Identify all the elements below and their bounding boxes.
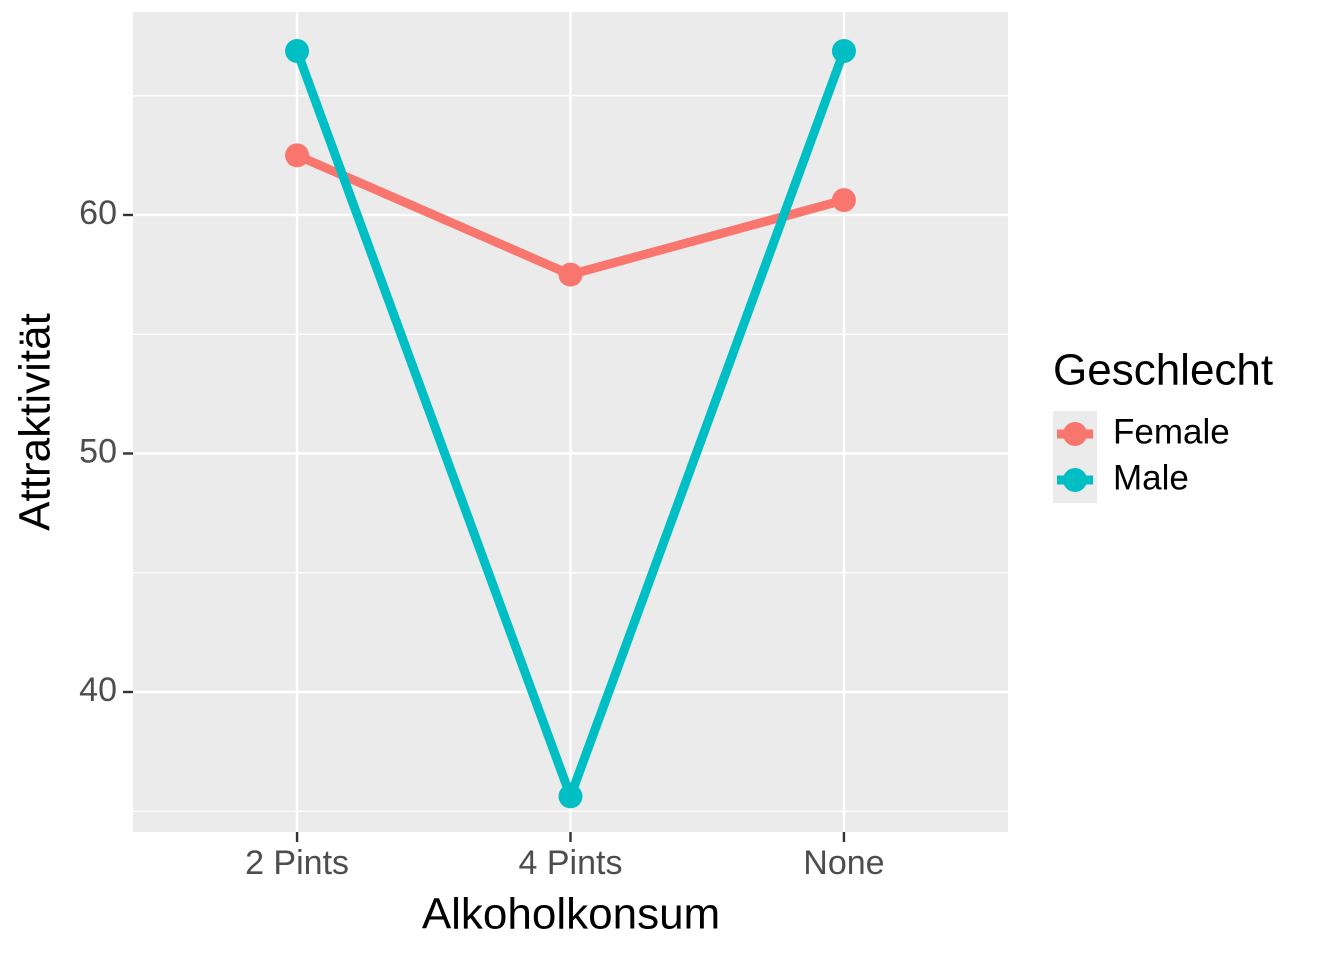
- legend: Female Male: [1053, 411, 1230, 503]
- y-axis-title: Attraktivität: [11, 313, 60, 531]
- x-tick-label: None: [803, 844, 884, 882]
- y-tick-label: 50: [79, 432, 117, 470]
- legend-label: Female: [1113, 412, 1230, 451]
- legend-title: Geschlecht: [1053, 346, 1273, 395]
- data-point: [831, 38, 856, 63]
- data-point: [285, 143, 310, 168]
- legend-label: Male: [1113, 458, 1189, 497]
- y-tick-label: 40: [79, 671, 117, 709]
- data-point: [831, 188, 856, 213]
- legend-key-point: [1063, 468, 1087, 492]
- data-point: [285, 38, 310, 63]
- data-point: [558, 784, 583, 809]
- x-tick-label: 2 Pints: [245, 844, 349, 882]
- y-tick-label: 60: [79, 194, 117, 232]
- legend-key-point: [1063, 422, 1087, 446]
- plot-area: [285, 38, 856, 809]
- x-tick-label: 4 Pints: [519, 844, 623, 882]
- x-axis-title: Alkoholkonsum: [422, 890, 720, 939]
- data-point: [558, 262, 583, 287]
